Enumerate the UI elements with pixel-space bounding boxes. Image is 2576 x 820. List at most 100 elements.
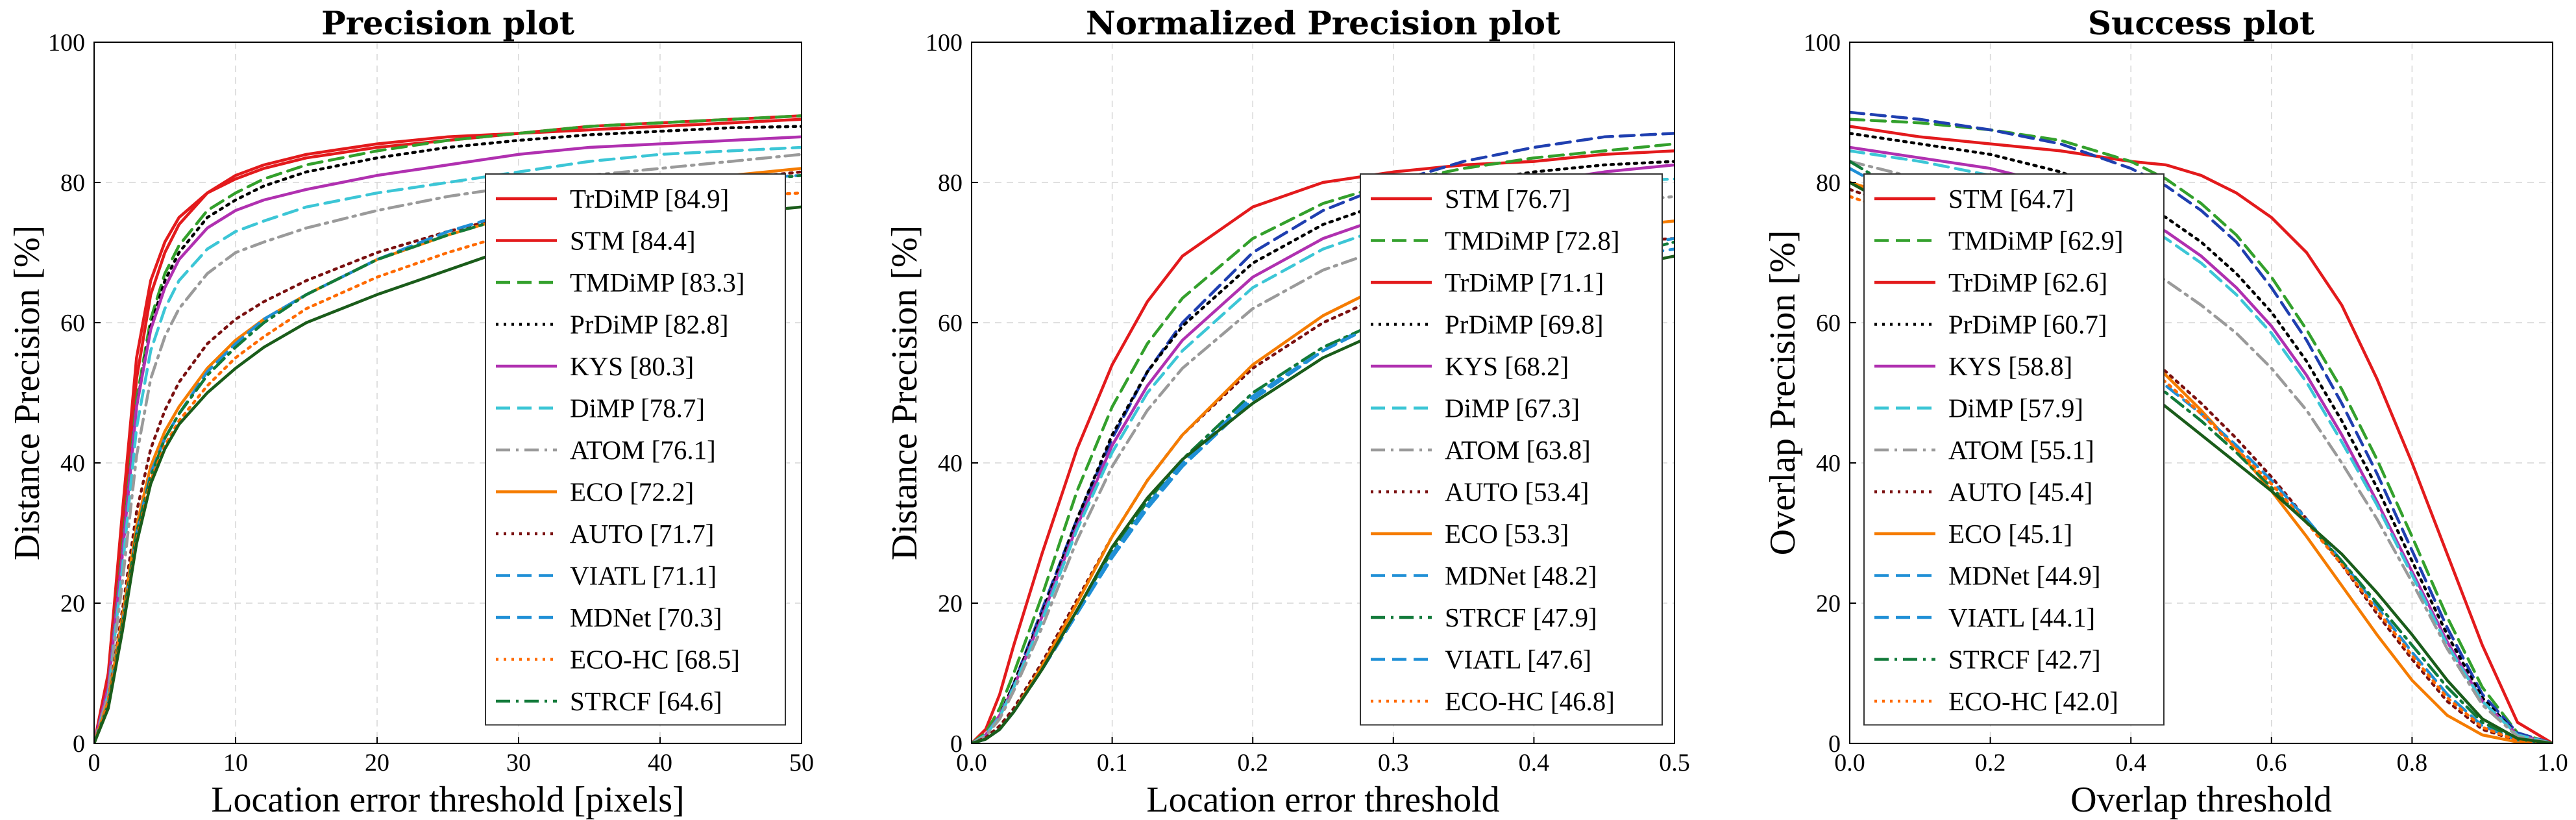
legend-label: DiMP [78.7] [570,393,705,423]
x-tick-label: 0.3 [1378,749,1409,777]
series-line-trdimp [94,114,802,743]
legend-label: ECO-HC [46.8] [1445,686,1615,716]
series-line-stm [94,118,802,743]
legend-label: TMDiMP [83.3] [570,267,745,297]
y-axis-label: Distance Precision [%] [7,225,47,560]
chart-title: Success plot [2088,4,2314,42]
x-axis-label: Overlap threshold [2070,780,2332,820]
legend-label: STM [64.7] [1948,184,2074,214]
series-line-tmdimp [1850,118,2553,743]
x-tick-label: 0.1 [1097,749,1128,777]
legend-label: MDNet [44.9] [1948,561,2101,591]
legend-label: ECO [72.2] [570,477,694,507]
legend-label: AUTO [71.7] [570,519,714,549]
series-line-auto [1850,188,2553,743]
y-tick-label: 80 [60,169,85,197]
series-line-prdimp [1850,132,2553,743]
legend-label: MDNet [48.2] [1445,561,1597,591]
chart-panel-3: 0.0 0.2 0.4 0.6 0.8 1.0 0 20 40 60 80 100 Success pl… [1763,4,2568,820]
x-tick-label: 0.0 [1834,749,1865,777]
y-tick-label: 80 [938,169,963,197]
x-tick-label: 0.4 [1519,749,1550,777]
series-line-dimp [1850,149,2553,743]
x-tick-label: 1.0 [2537,749,2568,777]
series-line-tmdimp [972,142,1674,743]
series-line-kys [94,135,802,743]
legend-label: STRCF [42.7] [1948,645,2101,675]
plot-frame [93,42,802,744]
y-tick-label: 0 [1828,730,1841,758]
legend-label: AUTO [53.4] [1445,477,1589,507]
legend-label: ATOM [55.1] [1948,435,2094,465]
legend-label: VIATL [44.1] [1948,603,2095,632]
x-tick-label: 20 [365,749,389,777]
x-tick-label: 0 [88,749,101,777]
x-tick-label: 0.2 [1237,749,1268,777]
legend-label: ECO-HC [42.0] [1948,686,2118,716]
x-tick-label: 0.0 [956,749,987,777]
y-tick-label: 20 [60,590,85,617]
y-tick-label: 40 [60,450,85,477]
series-line-trdimp [1850,110,2553,743]
chart-title: Precision plot [321,4,574,42]
y-axis-label: Distance Precision [%] [885,225,925,560]
y-tick-label: 20 [1816,590,1841,617]
x-tick-label: 0.4 [2115,749,2146,777]
plot-frame [1849,42,2553,744]
legend-label: STRCF [47.9] [1445,603,1597,632]
legend-label: TrDiMP [62.6] [1948,267,2107,297]
legend-label: KYS [80.3] [570,351,694,381]
legend-label: STM [84.4] [570,226,696,256]
legend-label: VIATL [71.1] [570,561,717,591]
legend-label: STM [76.7] [1445,184,1571,214]
y-tick-label: 60 [1816,310,1841,337]
legend-label: ECO [45.1] [1948,519,2072,549]
legend-label: PrDiMP [69.8] [1445,310,1604,340]
legend-label: ATOM [76.1] [570,435,716,465]
legend-label: TMDiMP [72.8] [1445,226,1620,256]
legend-label: PrDiMP [60.7] [1948,310,2107,340]
x-axis-label: Location error threshold [1146,780,1499,820]
legend-label: TrDiMP [84.9] [570,184,729,214]
legend: STM [64.7] TMDiMP [62.9] TrDiMP [62.6] PrDi… [1863,173,2165,726]
chart-panel-1: 0 10 20 30 40 50 0 20 40 60 80 100 Precision plot Loc… [7,4,814,820]
legend-label: MDNet [70.3] [570,603,722,632]
y-tick-label: 100 [926,29,963,56]
legend: STM [76.7] TMDiMP [72.8] TrDiMP [71.1] PrDi… [1360,173,1663,726]
legend-label: VIATL [47.6] [1445,645,1591,675]
y-tick-label: 60 [60,310,85,337]
curves [94,114,802,743]
legend-label: KYS [58.8] [1948,351,2072,381]
y-tick-label: 0 [73,730,85,758]
legend-label: ECO-HC [68.5] [570,645,740,675]
legend-label: KYS [68.2] [1445,351,1569,381]
x-tick-label: 0.5 [1659,749,1690,777]
y-tick-label: 40 [938,450,963,477]
series-line-auto [94,170,802,743]
series-line-atom [1850,160,2553,743]
x-tick-label: 0.6 [2256,749,2287,777]
legend-label: ECO [53.3] [1445,519,1569,549]
y-tick-label: 80 [1816,169,1841,197]
x-tick-label: 0.2 [1975,749,2006,777]
y-tick-label: 100 [1804,29,1841,56]
x-tick-label: 10 [223,749,248,777]
series-line-stm [1850,125,2553,743]
chart-title: Normalized Precision plot [1086,4,1560,42]
y-tick-label: 0 [950,730,963,758]
y-axis-label: Overlap Precision [%] [1763,230,1803,556]
legend: TrDiMP [84.9] STM [84.4] TMDiMP [83.3] PrDi… [485,173,786,726]
y-tick-label: 40 [1816,450,1841,477]
series-line-strcf [1850,195,2553,743]
y-tick-label: 20 [938,590,963,617]
x-tick-label: 0.8 [2397,749,2428,777]
x-tick-label: 50 [789,749,814,777]
legend-label: DiMP [67.3] [1445,393,1580,423]
legend-label: PrDiMP [82.8] [570,310,729,340]
y-tick-label: 100 [48,29,85,56]
x-tick-label: 40 [648,749,672,777]
legend-label: TrDiMP [71.1] [1445,267,1604,297]
plot-frame [971,42,1675,744]
y-tick-label: 60 [938,310,963,337]
